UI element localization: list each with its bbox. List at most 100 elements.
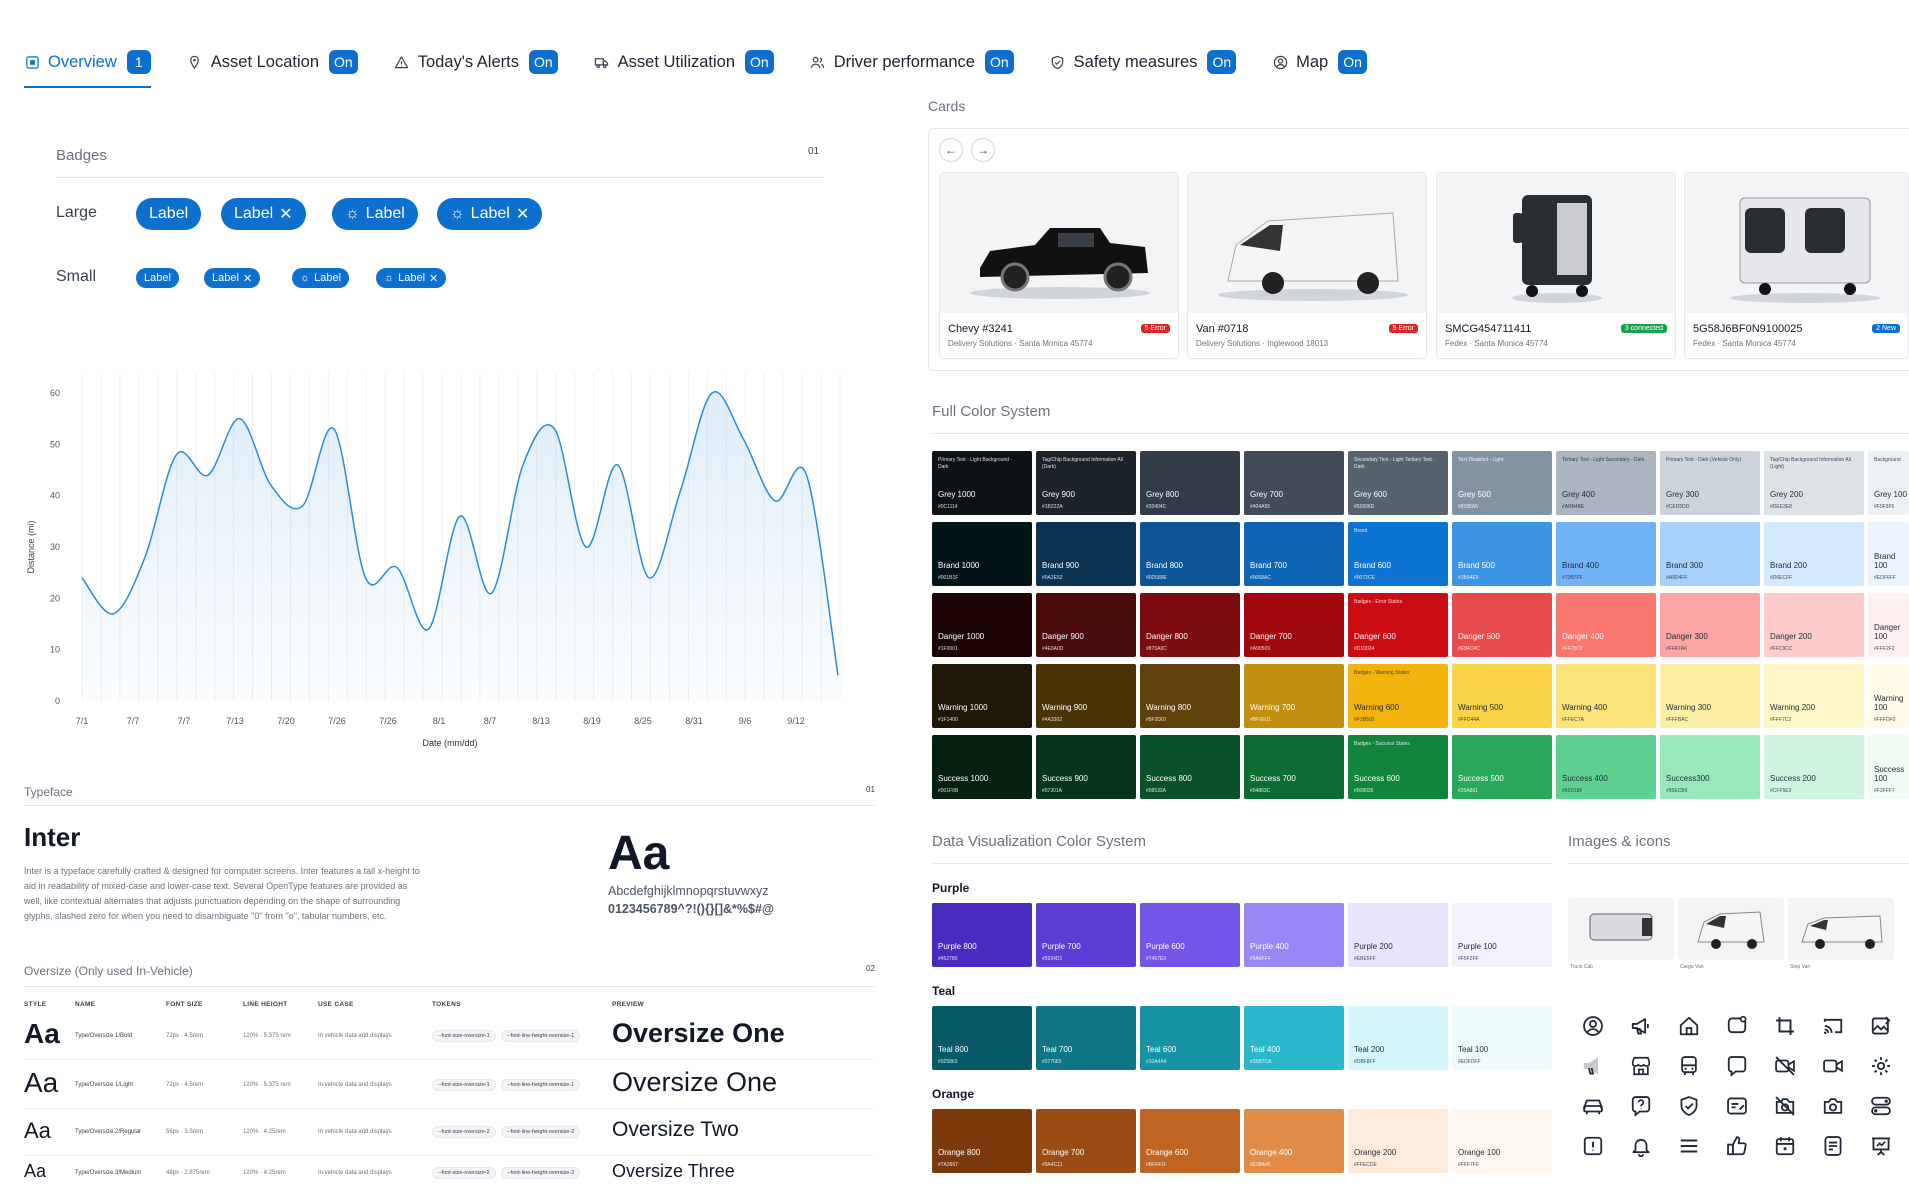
- swatch-hex: #FFF7F0: [1458, 1162, 1479, 1168]
- vehicle-card[interactable]: 5G58J6BF0N9100025 Fedex · Santa Monica 45…: [1684, 172, 1909, 359]
- swatch-name: Purple 600: [1146, 942, 1185, 951]
- tab-badge: On: [528, 50, 558, 74]
- swatch-hex: #A9D4FF: [1666, 575, 1688, 581]
- table-header: USE CASE: [318, 1001, 354, 1008]
- close-icon[interactable]: ✕: [515, 206, 530, 223]
- card-title: Van #0718: [1196, 323, 1249, 335]
- tab-map[interactable]: Map On: [1272, 47, 1367, 77]
- swatch-hex: #EDF6FF: [1874, 575, 1896, 581]
- vehicle-thumbnail[interactable]: Truck Cab: [1568, 898, 1674, 970]
- tab-today-s-alerts[interactable]: Today's Alerts On: [394, 47, 558, 77]
- vehicle-card[interactable]: Chevy #3241 Delivery Solutions · Santa Mo…: [939, 172, 1179, 359]
- tab-asset-location[interactable]: Asset Location On: [187, 47, 358, 77]
- badge-large-with-icon[interactable]: ☼ Label: [332, 198, 418, 230]
- swatch-usage: Tag/Chip Background Information All (Lig…: [1770, 457, 1851, 470]
- swatch-name: Purple 200: [1354, 942, 1393, 951]
- swatch-name: Danger 600: [1354, 632, 1396, 641]
- swatch-hex: #EBE5FF: [1354, 956, 1376, 962]
- color-swatch: Success 100 #F2FFF7: [1868, 735, 1909, 799]
- badge-label: Label: [234, 205, 274, 222]
- carousel-next-button[interactable]: →: [971, 138, 995, 162]
- dataviz-swatch: Purple 600 #7457E9: [1140, 903, 1240, 967]
- swatch-hex: #BF641F: [1146, 1162, 1167, 1168]
- arrow-right-icon: →: [977, 143, 989, 157]
- color-swatch: Tag/Chip Background Information All (Dar…: [1036, 451, 1136, 515]
- swatch-hex: #F2B500: [1354, 717, 1375, 723]
- style-sample: Aa: [24, 1066, 59, 1098]
- badge-large-dismissible[interactable]: Label ✕: [221, 198, 306, 230]
- carousel-prev-button[interactable]: ←: [939, 138, 963, 162]
- swatch-hex: #A90509: [1250, 646, 1271, 652]
- swatch-name: Grey 700: [1250, 490, 1283, 499]
- cast-icon: [1820, 1013, 1846, 1039]
- dataviz-swatch: Teal 700 #077683: [1036, 1006, 1136, 1070]
- vehicle-thumbnail[interactable]: Step Van: [1788, 898, 1894, 970]
- tab-overview[interactable]: Overview 1: [24, 47, 151, 88]
- store-icon: [1628, 1053, 1654, 1079]
- row-divider: [24, 1059, 874, 1060]
- vehicle-card[interactable]: SMCG454711411 Fedex · Santa Monica 45774 3…: [1436, 172, 1676, 359]
- tab-safety-measures[interactable]: Safety measures On: [1050, 47, 1237, 77]
- swatch-hex: #FFA7A6: [1666, 646, 1687, 652]
- close-icon[interactable]: ✕: [429, 272, 439, 285]
- color-swatch: Secondary Text - Light Tertiary Text - D…: [1348, 451, 1448, 515]
- color-swatch: Badges - Warning States Warning 600 #F2B50…: [1348, 664, 1448, 728]
- swatch-hex: #9A8FF4: [1250, 956, 1271, 962]
- line-height: 120% · 4.25rem: [243, 1170, 286, 1176]
- tab-label: Driver performance: [833, 52, 975, 71]
- badge-small[interactable]: Label: [136, 268, 179, 288]
- tab-asset-utilization[interactable]: Asset Utilization On: [594, 47, 774, 77]
- dataviz-swatch: Teal 400 #35B7CA: [1244, 1006, 1344, 1070]
- swatch-hex: #F2FFF7: [1874, 788, 1895, 794]
- color-swatch: Success300 #95ECB6: [1660, 735, 1760, 799]
- swatch-hex: #10A4A4: [1146, 1059, 1167, 1065]
- y-tick-label: 50: [50, 439, 60, 449]
- swatch-hex: #452780: [938, 956, 958, 962]
- video-icon: [1820, 1053, 1846, 1079]
- vehicle-thumbnail[interactable]: Cargo Van: [1678, 898, 1784, 970]
- y-tick-label: 20: [50, 593, 60, 603]
- palette-label: Purple: [932, 881, 970, 895]
- swatch-name: Danger 100: [1874, 623, 1901, 641]
- use-case: In vehicle data and displays: [318, 1082, 392, 1088]
- badge-large-icon-dismissible[interactable]: ☼ Label ✕: [437, 198, 543, 230]
- swatch-name: Danger 500: [1458, 632, 1500, 641]
- swatch-usage: Badges - Warning States: [1354, 670, 1410, 676]
- document-icon: [1820, 1133, 1846, 1159]
- swatch-name: Danger 200: [1770, 632, 1812, 641]
- table-header: STYLE: [24, 1001, 47, 1008]
- badge-small-dismissible[interactable]: Label ✕: [204, 268, 261, 288]
- color-swatch: Success 400 #56D18F: [1556, 735, 1656, 799]
- swatch-name: Brand 500: [1458, 561, 1495, 570]
- badge-small-with-icon[interactable]: ☼ Label: [292, 268, 350, 288]
- swatch-usage: Primary Text - Dark (Vehicle Only): [1666, 457, 1742, 463]
- sun-icon: ☼: [345, 205, 360, 222]
- swatch-name: Brand 900: [1042, 561, 1079, 570]
- x-tick-label: 8/19: [583, 716, 601, 726]
- swatch-hex: #56D18F: [1562, 788, 1583, 794]
- close-icon[interactable]: ✕: [242, 272, 253, 285]
- color-swatch: Brand 700 #0068AC: [1244, 522, 1344, 586]
- card-title: SMCG454711411: [1445, 323, 1532, 335]
- alert-triangle-icon: [394, 54, 410, 70]
- swatch-usage: Tertiary Text - Light Secondary - Dark: [1562, 457, 1645, 463]
- close-icon[interactable]: ✕: [279, 206, 293, 223]
- vehicle-image: [1437, 173, 1675, 313]
- badge-large[interactable]: Label: [136, 198, 202, 230]
- swatch-name: Grey 100: [1874, 490, 1907, 499]
- color-swatch: Danger 700 #A90509: [1244, 593, 1344, 657]
- color-swatch: Success 700 #04863C: [1244, 735, 1344, 799]
- tab-driver-performance[interactable]: Driver performance On: [810, 47, 1014, 77]
- swatch-name: Teal 600: [1146, 1045, 1177, 1054]
- token-chip: --font-size-oversize-1: [432, 1079, 496, 1091]
- y-tick-label: 40: [50, 491, 60, 501]
- swatch-name: Success 600: [1354, 774, 1400, 783]
- arrow-left-icon: ←: [945, 143, 957, 157]
- swatch-name: Brand 200: [1770, 561, 1807, 570]
- color-swatch: Warning 500 #FFD44A: [1452, 664, 1552, 728]
- vehicle-card[interactable]: Van #0718 Delivery Solutions · Inglewood …: [1187, 172, 1427, 359]
- megaphone-icon: [1628, 1013, 1654, 1039]
- chat-bubble-icon: [1724, 1053, 1750, 1079]
- badge-small-icon-dismissible[interactable]: ☼ Label ✕: [376, 268, 447, 288]
- tab-badge: On: [329, 50, 358, 74]
